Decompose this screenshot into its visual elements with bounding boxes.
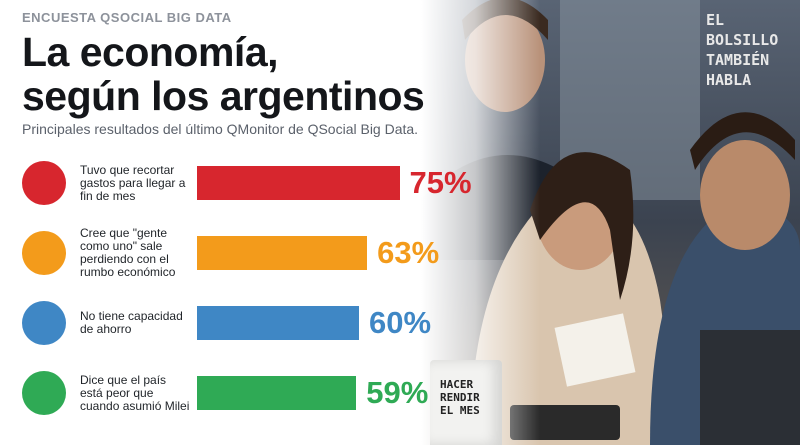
category-icon: [22, 301, 66, 345]
category-label: Dice que el país está peor que cuando as…: [80, 372, 190, 413]
value-label: 75%: [409, 165, 472, 200]
mug-text: HACER RENDIR EL MES: [440, 378, 480, 417]
bar: [197, 236, 368, 270]
category-label: No tiene capacidad de ahorro: [80, 309, 183, 336]
category-label: Tuvo que recortar gastos para llegar a f…: [80, 162, 186, 203]
kicker: ENCUESTA QSOCIAL BIG DATA: [22, 10, 232, 25]
chart-title: La economía, según los argentinos: [22, 29, 425, 119]
value-label: 63%: [377, 235, 440, 270]
bar: [197, 166, 400, 200]
bar: [197, 376, 357, 410]
mug: [430, 360, 502, 445]
chart-subtitle: Principales resultados del último QMonit…: [22, 121, 419, 137]
bar: [197, 306, 359, 340]
value-label: 59%: [366, 375, 429, 410]
photo-caption: EL BOLSILLO TAMBIÉN HABLA: [706, 11, 779, 89]
category-icon: [22, 371, 66, 415]
category-icon: [22, 161, 66, 205]
value-label: 60%: [369, 305, 432, 340]
category-label: Cree que "gente como uno" sale perdiendo…: [80, 226, 176, 279]
category-icon: [22, 231, 66, 275]
